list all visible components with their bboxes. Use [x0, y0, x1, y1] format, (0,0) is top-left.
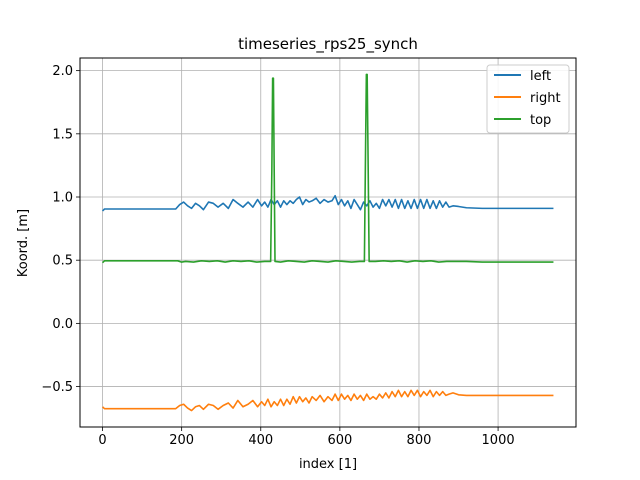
- y-axis-label: Koord. [m]: [16, 209, 31, 277]
- y-tick-label: 1.0: [52, 191, 73, 206]
- series-line-left: [101, 194, 554, 212]
- legend: left right top: [486, 64, 570, 134]
- x-tick-label: 400: [248, 433, 273, 448]
- axes-frame: [79, 57, 577, 428]
- legend-label-right: right: [530, 91, 561, 106]
- x-axis: 0 200 400 600 800 1000: [98, 427, 515, 448]
- y-tick-label: 0.5: [52, 254, 73, 269]
- series-line-top: [101, 73, 554, 264]
- x-tick-label: 1000: [482, 433, 515, 448]
- x-tick-label: 200: [169, 433, 194, 448]
- y-tick-label: 2.0: [52, 64, 73, 79]
- y-tick-label: −0.5: [41, 380, 73, 395]
- y-axis: −0.5 0.0 0.5 1.0 1.5 2.0: [41, 64, 80, 395]
- legend-label-left: left: [530, 69, 551, 84]
- plot-area: [101, 73, 554, 412]
- legend-label-top: top: [530, 113, 551, 128]
- y-tick-label: 0.0: [52, 317, 73, 332]
- x-tick-label: 600: [327, 433, 352, 448]
- y-tick-label: 1.5: [52, 127, 73, 142]
- series-line-right: [101, 389, 554, 412]
- legend-box: [486, 64, 570, 134]
- x-axis-label: index [1]: [299, 457, 357, 472]
- x-tick-label: 800: [407, 433, 432, 448]
- chart-title: timeseries_rps25_synch: [238, 35, 418, 54]
- x-tick-label: 0: [98, 433, 106, 448]
